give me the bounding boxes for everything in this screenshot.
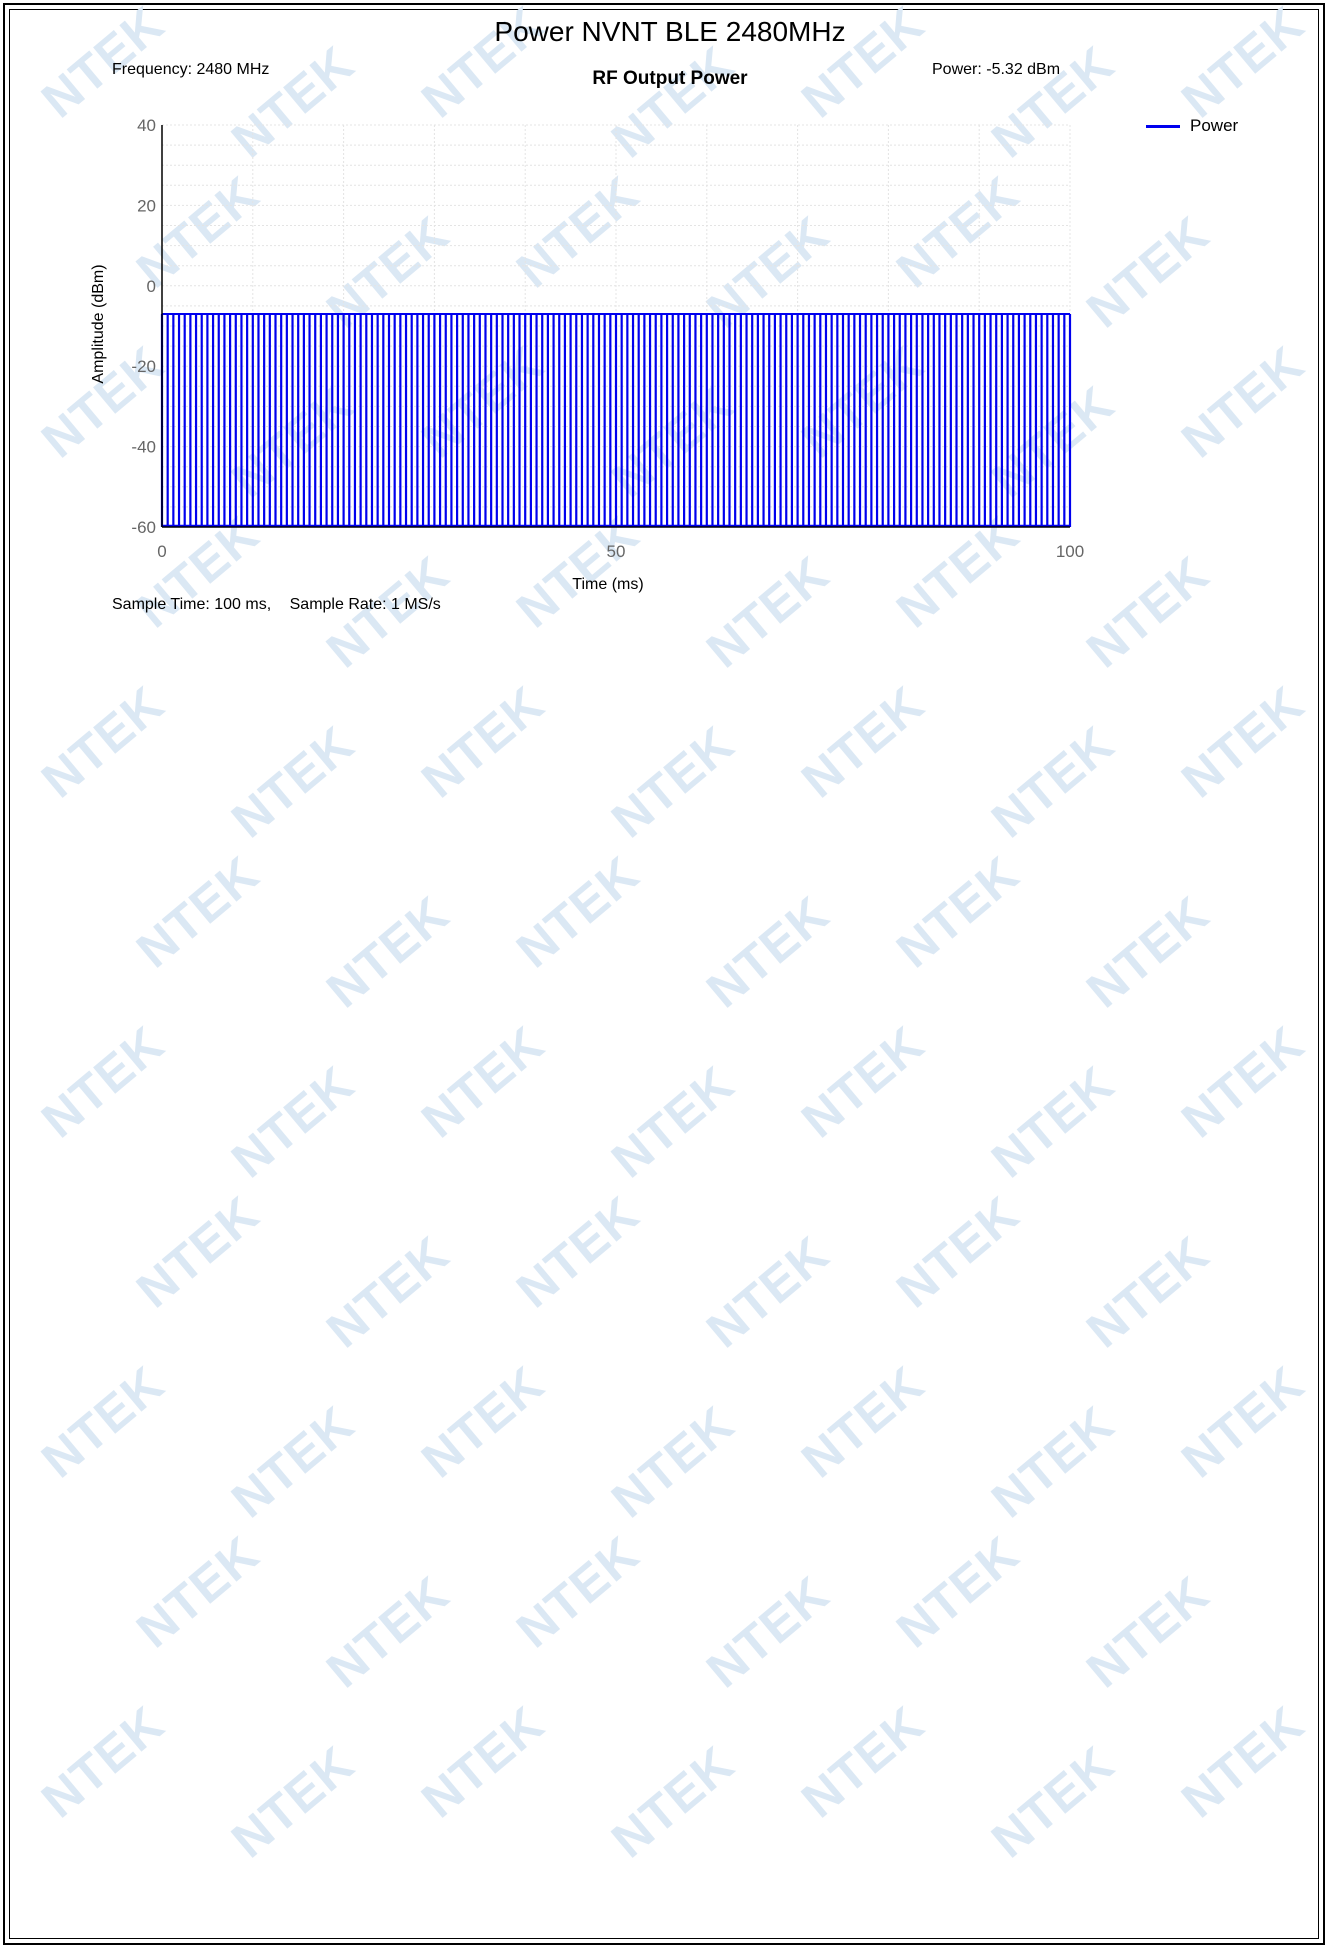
x-tick-label: 0	[157, 542, 166, 561]
legend-label-power: Power	[1190, 116, 1239, 135]
series-power-bursts	[160, 313, 1072, 527]
y-tick-label: 0	[147, 277, 156, 296]
x-tick-label: 100	[1056, 542, 1084, 561]
chart-title: RF Output Power	[592, 68, 748, 89]
sample-time: Sample Time: 100 ms,	[112, 596, 272, 613]
page-border-outer	[3, 3, 1325, 1945]
sample-info: Sample Time: 100 ms, Sample Rate: 1 MS/s	[112, 596, 455, 614]
x-tick-label: 50	[607, 542, 626, 561]
y-tick-label: -40	[131, 438, 156, 457]
x-axis-label: Time (ms)	[572, 576, 643, 593]
page-border-inner	[9, 9, 1319, 1939]
page-title: Power NVNT BLE 2480MHz	[494, 16, 846, 47]
sample-rate: Sample Rate: 1 MS/s	[289, 596, 441, 613]
y-tick-label: -60	[131, 518, 156, 537]
y-tick-label: 40	[137, 116, 156, 135]
chart-axes	[161, 125, 1070, 528]
y-tick-label: 20	[137, 196, 156, 215]
y-axis-label: Amplitude (dBm)	[90, 264, 107, 383]
chart-legend: Power	[1146, 116, 1238, 136]
y-tick-label: -20	[131, 357, 156, 376]
frequency-label: Frequency: 2480 MHz	[112, 61, 270, 78]
legend-swatch-power	[1146, 124, 1180, 128]
chart-series	[160, 312, 1072, 528]
power-label: Power: -5.32 dBm	[932, 61, 1061, 78]
